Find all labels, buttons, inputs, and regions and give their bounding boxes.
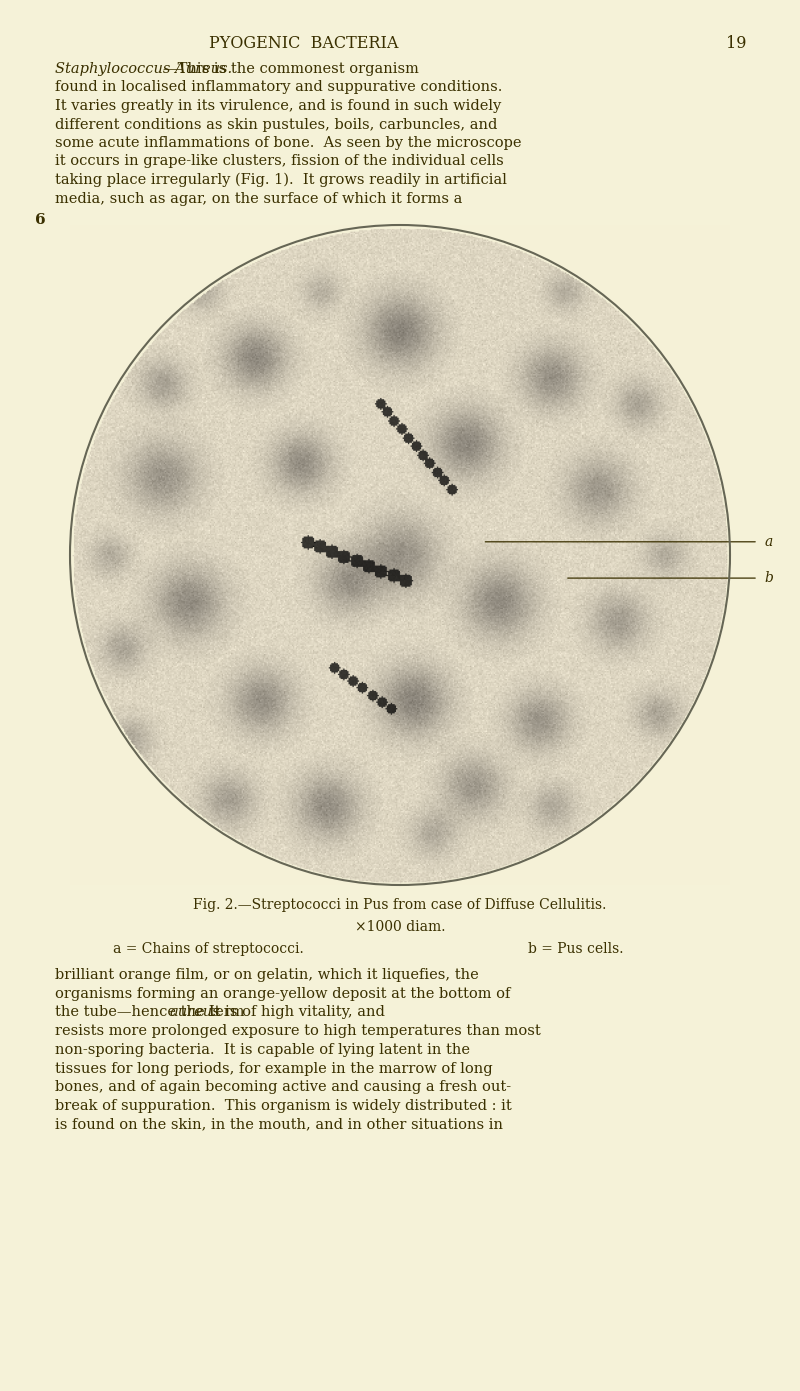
Text: media, such as agar, on the surface of which it forms a: media, such as agar, on the surface of w… <box>55 192 462 206</box>
Text: aureus: aureus <box>170 1006 220 1020</box>
Text: tissues for long periods, for example in the marrow of long: tissues for long periods, for example in… <box>55 1061 493 1075</box>
Text: a: a <box>765 534 773 549</box>
Text: break of suppuration.  This organism is widely distributed : it: break of suppuration. This organism is w… <box>55 1099 512 1113</box>
Text: .  It is of high vitality, and: . It is of high vitality, and <box>195 1006 386 1020</box>
Text: bones, and of again becoming active and causing a fresh out-: bones, and of again becoming active and … <box>55 1081 511 1095</box>
Text: it occurs in grape-like clusters, fission of the individual cells: it occurs in grape-like clusters, fissio… <box>55 154 504 168</box>
Text: resists more prolonged exposure to high temperatures than most: resists more prolonged exposure to high … <box>55 1024 541 1038</box>
Text: brilliant orange film, or on gelatin, which it liquefies, the: brilliant orange film, or on gelatin, wh… <box>55 968 478 982</box>
Text: PYOGENIC  BACTERIA: PYOGENIC BACTERIA <box>210 35 398 51</box>
Text: 19: 19 <box>726 35 746 51</box>
Text: non-sporing bacteria.  It is capable of lying latent in the: non-sporing bacteria. It is capable of l… <box>55 1043 470 1057</box>
Text: ×1000 diam.: ×1000 diam. <box>354 919 446 933</box>
Text: different conditions as skin pustules, boils, carbuncles, and: different conditions as skin pustules, b… <box>55 117 498 132</box>
Text: is found on the skin, in the mouth, and in other situations in: is found on the skin, in the mouth, and … <box>55 1117 503 1132</box>
Text: b = Pus cells.: b = Pus cells. <box>528 942 624 956</box>
Text: —This is the commonest organism: —This is the commonest organism <box>163 63 419 77</box>
Text: 6: 6 <box>35 213 46 227</box>
Text: Fig. 2.—Streptococci in Pus from case of Diffuse Cellulitis.: Fig. 2.—Streptococci in Pus from case of… <box>194 899 606 912</box>
Text: some acute inflammations of bone.  As seen by the microscope: some acute inflammations of bone. As see… <box>55 136 522 150</box>
Text: It varies greatly in its virulence, and is found in such widely: It varies greatly in its virulence, and … <box>55 99 502 113</box>
Text: the tube—hence the term: the tube—hence the term <box>55 1006 249 1020</box>
Text: taking place irregularly (Fig. 1).  It grows readily in artificial: taking place irregularly (Fig. 1). It gr… <box>55 172 507 188</box>
Text: Staphylococcus Aureus.: Staphylococcus Aureus. <box>55 63 232 77</box>
Text: organisms forming an orange-yellow deposit at the bottom of: organisms forming an orange-yellow depos… <box>55 986 510 1000</box>
Text: found in localised inflammatory and suppurative conditions.: found in localised inflammatory and supp… <box>55 81 502 95</box>
Text: b: b <box>765 572 774 586</box>
Text: a = Chains of streptococci.: a = Chains of streptococci. <box>113 942 303 956</box>
